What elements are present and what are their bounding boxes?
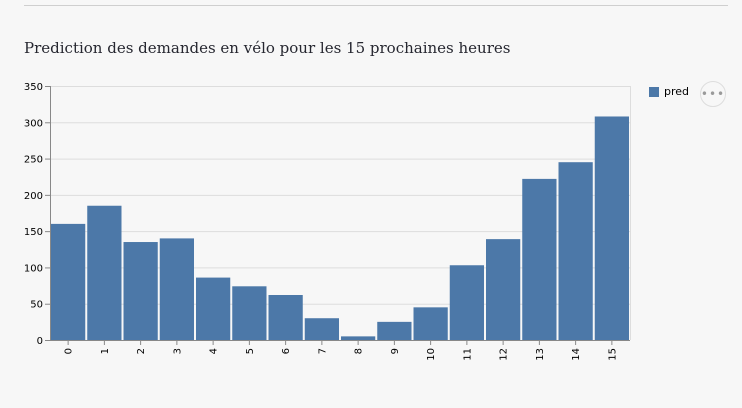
y-tick-label: 250 [24,155,43,166]
bar[interactable] [268,295,303,340]
x-tick-label: 6 [281,348,292,354]
x-tick-label: 5 [245,348,256,354]
x-tick-label: 14 [571,348,582,361]
x-tick-label: 3 [172,348,183,354]
x-tick-label: 0 [64,348,75,354]
bar[interactable] [522,178,557,340]
legend-swatch [649,86,659,97]
bar[interactable] [377,321,412,340]
y-tick-label: 350 [24,82,43,93]
bar[interactable] [196,277,231,340]
bar[interactable] [486,239,521,340]
ellipsis-icon: ••• [700,87,726,101]
bar[interactable] [558,162,593,340]
bar[interactable] [123,242,158,340]
y-tick-label: 300 [24,118,43,129]
x-tick-label: 2 [136,348,147,354]
legend-label: pred [664,85,690,98]
y-tick-label: 150 [24,227,43,238]
x-tick-label: 10 [426,348,437,361]
x-tick-label: 9 [390,348,401,354]
y-tick-label: 0 [37,336,43,347]
x-tick-label: 1 [100,348,111,354]
top-divider [24,5,728,6]
x-tick-label: 12 [499,348,510,361]
bar[interactable] [594,116,629,340]
more-options-button[interactable]: ••• [700,81,726,107]
bar[interactable] [87,205,122,340]
bar[interactable] [449,265,484,340]
x-tick-label: 8 [354,348,365,354]
x-tick-label: 4 [209,348,220,354]
bar[interactable] [413,307,448,340]
bars [51,116,629,340]
y-tick-label: 200 [24,191,43,202]
x-axis: 0 1 2 3 4 5 6 7 8 9 10 11 12 13 14 15 [50,340,630,361]
bar[interactable] [341,336,376,340]
bar[interactable] [304,318,339,340]
x-tick-label: 7 [317,348,328,354]
x-tick-label: 13 [535,348,546,361]
x-tick-label: 15 [607,348,618,361]
bar[interactable] [232,286,267,340]
x-tick-label: 11 [462,348,473,361]
legend: pred [649,85,689,98]
y-axis: 0 50 100 150 200 250 300 350 [24,82,51,347]
y-tick-label: 50 [30,300,43,311]
bar[interactable] [51,223,86,340]
bar[interactable] [159,238,194,340]
y-tick-label: 100 [24,263,43,274]
chart-title: Prediction des demandes en vélo pour les… [24,39,511,57]
